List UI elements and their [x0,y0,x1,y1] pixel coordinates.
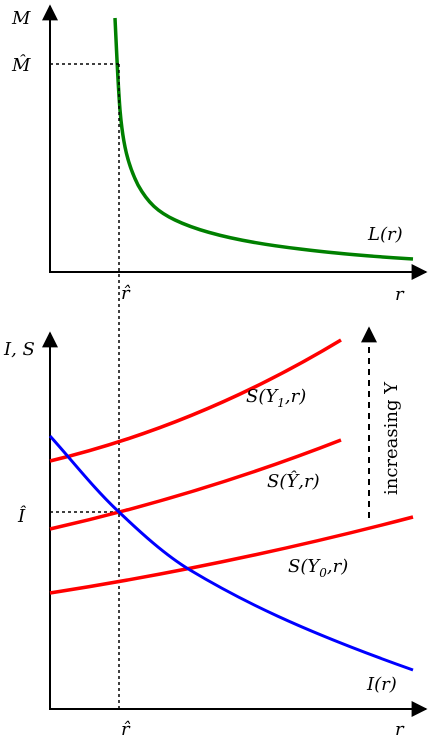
bottom-r-hat-label: r̂ [121,719,131,737]
saving-y0-label: S(Y0,r) [288,556,348,580]
liquidity-curve-label: L(r) [367,224,403,245]
saving-curve-y1 [49,338,342,463]
saving-yhat-label: S(Ŷ,r) [267,469,320,492]
saving-curve-yhat [49,438,342,531]
top-r-hat-label: r̂ [121,283,131,304]
bottom-y-axis-label: I, S [3,339,35,360]
investment-curve-label: I(r) [366,674,397,695]
top-y-axis-label: M [11,8,31,29]
saving-y1-label: S(Y1,r) [246,386,306,410]
top-panel: M M̂ L(r) r r̂ [11,4,428,305]
increasing-y-label: increasing Y [381,381,402,495]
bottom-panel: increasing Y I, S Î S(Y1,r) S(Ŷ,r) S(Y0,… [3,326,428,737]
liquidity-curve [113,17,414,261]
m-hat-label: M̂ [11,54,31,76]
investment-curve [48,434,414,672]
bottom-x-axis-label: r [395,719,405,737]
i-hat-label: Î [17,504,27,527]
saving-curve-y0 [49,515,414,595]
top-x-axis-label: r [395,284,405,305]
